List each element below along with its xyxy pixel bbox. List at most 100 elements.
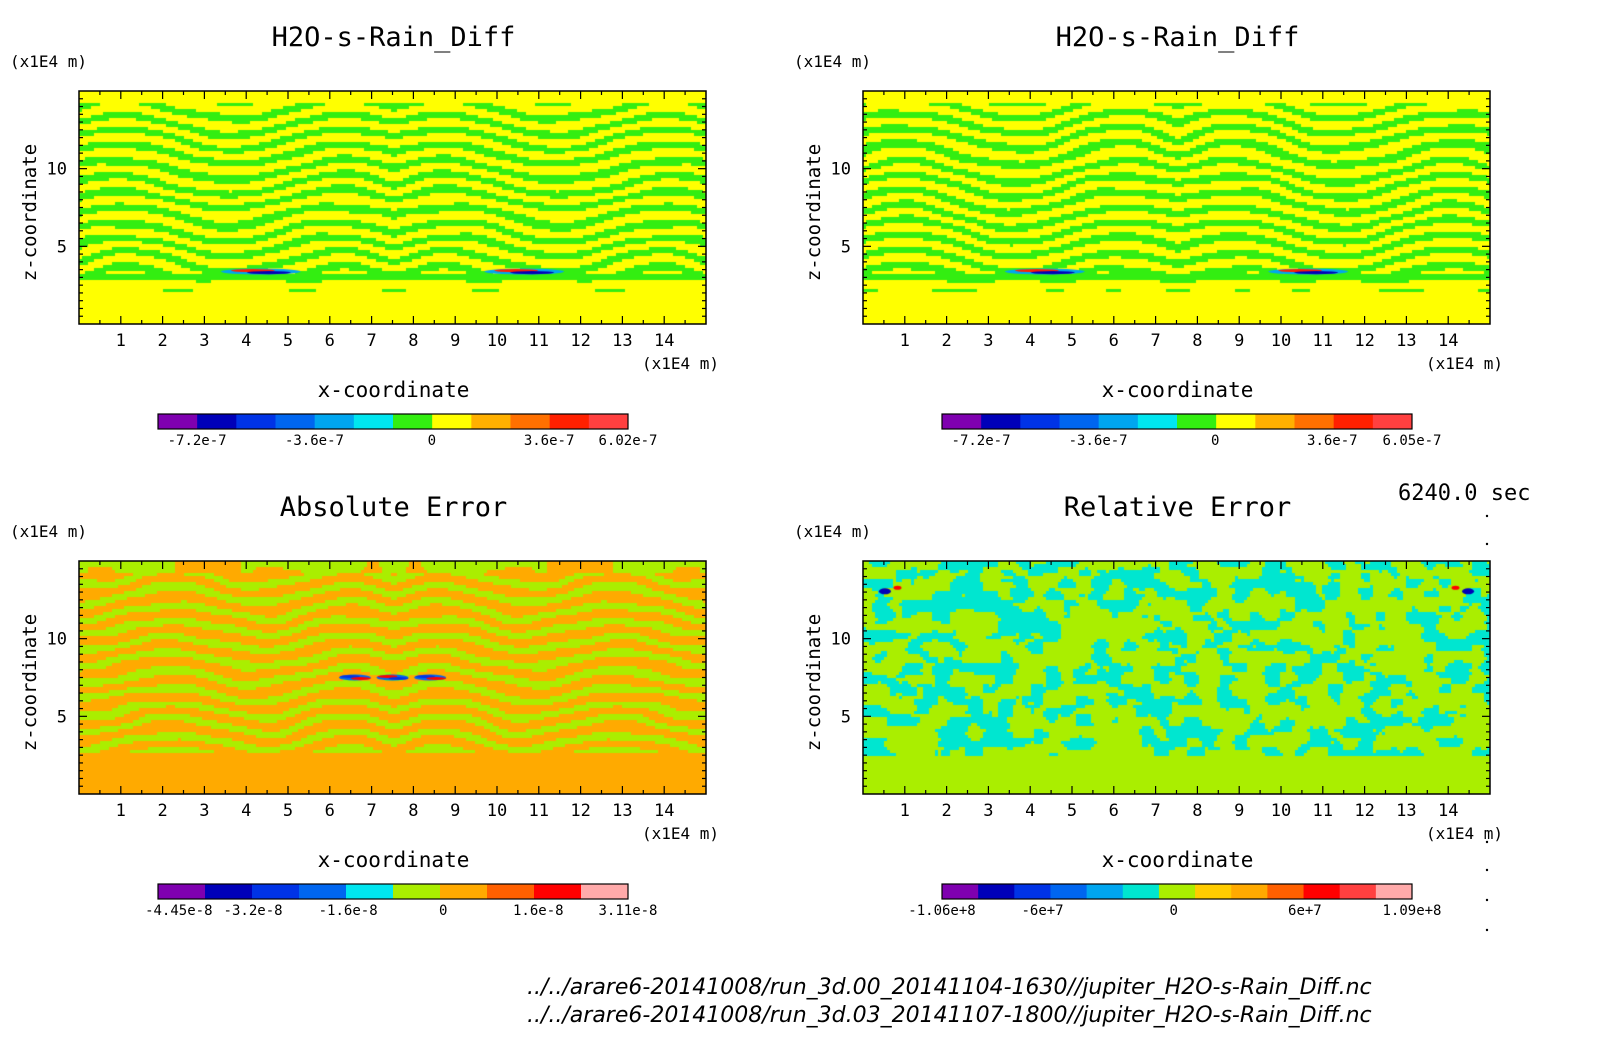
x-tick-label: 7 bbox=[366, 331, 376, 351]
x-tick-label: 13 bbox=[1396, 331, 1416, 351]
x-tick-label: 8 bbox=[408, 801, 418, 821]
plot-area-4 bbox=[863, 561, 1490, 794]
colorbar-swatch bbox=[432, 414, 472, 429]
x-tick-label: 1 bbox=[900, 331, 910, 351]
colorbar-swatch bbox=[1231, 884, 1268, 899]
colorbar-swatch bbox=[581, 884, 629, 899]
plot-area-2 bbox=[863, 91, 1490, 324]
y-tick-label: 5 bbox=[841, 707, 851, 727]
x-tick-label: 7 bbox=[1150, 801, 1160, 821]
colorbar-swatch bbox=[158, 414, 198, 429]
file-path-1: ../../arare6-20141008/run_3d.00_20141104… bbox=[527, 975, 1372, 1000]
x-tick-label: 6 bbox=[325, 801, 335, 821]
x-tick-label: 9 bbox=[450, 331, 460, 351]
y-tick-label: 5 bbox=[57, 707, 67, 727]
y-axis-label: z-coordinate bbox=[803, 614, 825, 751]
x-tick-label: 8 bbox=[1192, 331, 1202, 351]
colorbar-label: -1.06e+8 bbox=[908, 903, 975, 919]
colorbar-swatch bbox=[1303, 884, 1341, 899]
x-unit-label: (x1E4 m) bbox=[1426, 354, 1503, 373]
colorbar-frame bbox=[157, 413, 629, 430]
x-tick-label: 12 bbox=[570, 801, 590, 821]
x-tick-label: 14 bbox=[654, 331, 674, 351]
colorbar-swatch bbox=[197, 414, 237, 429]
chart-title: H2O-s-Rain_Diff bbox=[272, 22, 516, 53]
colorbar-swatch bbox=[393, 884, 441, 899]
colorbar-frame bbox=[941, 883, 1413, 900]
colorbar-swatch bbox=[236, 414, 276, 429]
colorbar-label: 3.6e-7 bbox=[524, 433, 575, 449]
x-tick-label: 10 bbox=[487, 331, 507, 351]
colorbar-swatch bbox=[1014, 884, 1051, 899]
y-axis-label: z-coordinate bbox=[803, 144, 825, 281]
x-tick-label: 2 bbox=[941, 801, 951, 821]
colorbar-label: 3.6e-7 bbox=[1307, 433, 1358, 449]
colorbar-swatch bbox=[1255, 414, 1295, 429]
colorbar-swatch bbox=[1086, 884, 1124, 899]
y-tick-label: 10 bbox=[831, 630, 851, 650]
colorbar-label: 1.09e+8 bbox=[1382, 903, 1441, 919]
x-tick-label: 6 bbox=[325, 331, 335, 351]
colorbar-swatch bbox=[205, 884, 253, 899]
x-tick-label: 8 bbox=[408, 331, 418, 351]
plot-area-1 bbox=[79, 91, 706, 324]
colorbar-swatch bbox=[275, 414, 316, 429]
y-tick-label: 10 bbox=[47, 160, 67, 180]
colorbar-swatch bbox=[942, 884, 979, 899]
edge-dot bbox=[1485, 868, 1489, 872]
colorbar-swatch bbox=[1122, 884, 1160, 899]
colorbar-swatch bbox=[314, 414, 355, 429]
x-tick-label: 14 bbox=[1438, 801, 1458, 821]
x-tick-label: 2 bbox=[157, 801, 167, 821]
colorbar-swatch bbox=[1195, 884, 1232, 899]
x-tick-label: 1 bbox=[116, 331, 126, 351]
x-tick-label: 6 bbox=[1109, 801, 1119, 821]
colorbar-swatch bbox=[1333, 414, 1374, 429]
colorbar-label: -6e+7 bbox=[1021, 903, 1063, 919]
colorbar-swatch bbox=[299, 884, 347, 899]
x-tick-label: 14 bbox=[654, 801, 674, 821]
edge-dot bbox=[1485, 840, 1489, 844]
x-tick-label: 10 bbox=[1271, 801, 1291, 821]
colorbar-swatch bbox=[1375, 884, 1413, 899]
y-tick-label: 5 bbox=[841, 237, 851, 257]
colorbar-label: -3.2e-8 bbox=[224, 903, 283, 919]
x-axis-label: x-coordinate bbox=[1102, 848, 1254, 872]
colorbar-swatch bbox=[1137, 414, 1178, 429]
x-axis-label: x-coordinate bbox=[1102, 378, 1254, 402]
colorbar-swatch bbox=[1177, 414, 1217, 429]
x-tick-label: 9 bbox=[1234, 331, 1244, 351]
colorbar-swatch bbox=[252, 884, 300, 899]
y-tick-label: 10 bbox=[831, 160, 851, 180]
chart-title: H2O-s-Rain_Diff bbox=[1056, 22, 1300, 53]
chart-title: Absolute Error bbox=[280, 492, 508, 523]
x-unit-label: (x1E4 m) bbox=[1426, 824, 1503, 843]
colorbar-swatch bbox=[510, 414, 551, 429]
colorbar-label: 0 bbox=[1170, 903, 1178, 919]
colorbar-frame bbox=[941, 413, 1413, 430]
colorbar-swatch bbox=[981, 414, 1021, 429]
colorbar-swatch bbox=[393, 414, 433, 429]
colorbar-swatch bbox=[1294, 414, 1335, 429]
x-tick-label: 4 bbox=[1025, 331, 1035, 351]
colorbar-swatch bbox=[942, 414, 982, 429]
colorbar-swatch bbox=[471, 414, 511, 429]
x-tick-label: 5 bbox=[283, 801, 293, 821]
colorbar-label: 0 bbox=[1211, 433, 1219, 449]
colorbar-label: -7.2e-7 bbox=[952, 433, 1011, 449]
x-tick-label: 9 bbox=[450, 801, 460, 821]
x-tick-label: 2 bbox=[941, 331, 951, 351]
x-tick-label: 7 bbox=[1150, 331, 1160, 351]
x-tick-label: 3 bbox=[983, 801, 993, 821]
x-tick-label: 3 bbox=[983, 331, 993, 351]
x-tick-label: 12 bbox=[570, 331, 590, 351]
x-tick-label: 3 bbox=[199, 331, 209, 351]
x-tick-label: 4 bbox=[241, 331, 251, 351]
colorbar-swatch bbox=[346, 884, 394, 899]
x-unit-label: (x1E4 m) bbox=[642, 354, 719, 373]
x-tick-label: 11 bbox=[529, 801, 549, 821]
edge-dot bbox=[1485, 542, 1489, 546]
colorbar-swatch bbox=[353, 414, 394, 429]
x-tick-label: 2 bbox=[157, 331, 167, 351]
x-tick-label: 12 bbox=[1354, 331, 1374, 351]
